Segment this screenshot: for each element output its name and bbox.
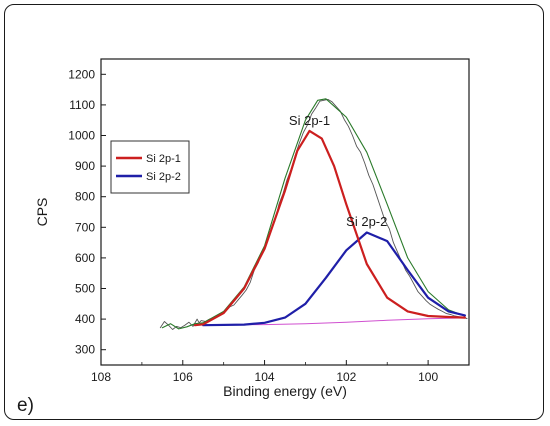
x-axis: 108 106 104 102 100	[91, 360, 438, 384]
legend-box	[110, 140, 190, 194]
legend-label-si-2p-1: Si 2p-1	[146, 153, 181, 165]
series-line-envelope	[161, 98, 466, 330]
x-tick-label: 100	[418, 370, 438, 384]
figure-frame: 300 400 500 600 700 800 900 1000 1100 1200 108 106…	[4, 4, 544, 420]
y-tick-label: 1000	[68, 129, 95, 143]
annotation-si-2p-2: Si 2p-2	[346, 214, 387, 229]
y-tick-label: 1100	[69, 98, 95, 112]
plot-area	[100, 58, 470, 366]
legend: Si 2p-1 Si 2p-2	[110, 140, 190, 194]
y-tick-label: 600	[75, 251, 95, 265]
legend-label-si-2p-2: Si 2p-2	[146, 171, 181, 183]
y-tick-label: 700	[75, 220, 95, 234]
peak-annotations: Si 2p-1 Si 2p-2	[289, 113, 387, 229]
x-tick-label: 108	[91, 370, 111, 384]
x-axis-title: Binding energy (eV)	[223, 383, 347, 399]
y-tick-label: 900	[75, 159, 95, 173]
series-line-si-2p-2	[202, 231, 466, 327]
y-tick-label: 500	[75, 282, 95, 296]
series-layer	[159, 98, 468, 330]
x-tick-label: 102	[336, 370, 356, 384]
y-axis: 300 400 500 600 700 800 900 1000 1100 1200	[68, 67, 106, 357]
xps-spectrum-chart: 300 400 500 600 700 800 900 1000 1100 1200 108 106…	[17, 58, 470, 416]
y-tick-label: 1200	[68, 67, 95, 81]
panel-label: e)	[17, 395, 34, 416]
x-tick-label: 106	[173, 370, 193, 384]
x-tick-label: 104	[255, 370, 275, 384]
series-line-si-2p-1	[193, 129, 466, 327]
annotation-si-2p-1: Si 2p-1	[289, 113, 330, 128]
y-tick-label: 300	[75, 343, 95, 357]
y-tick-label: 800	[75, 190, 95, 204]
y-axis-title: CPS	[34, 198, 50, 227]
y-tick-label: 400	[75, 312, 95, 326]
series-line-baseline	[202, 317, 466, 326]
